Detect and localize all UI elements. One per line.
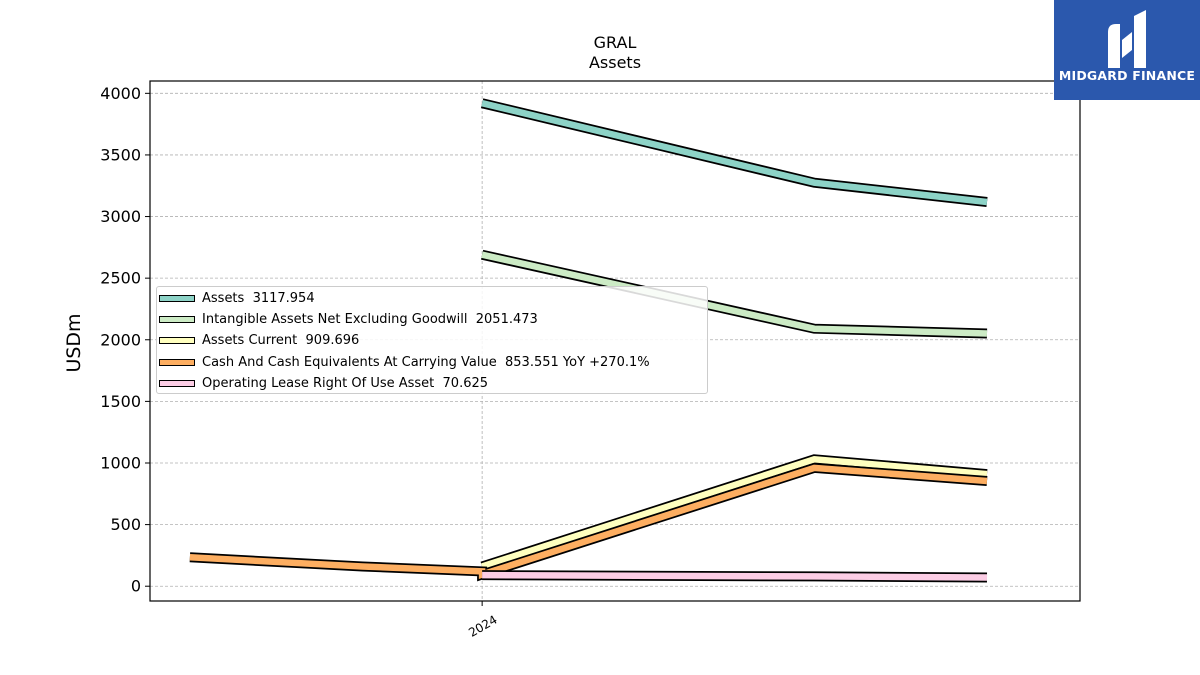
y-axis-label: USDm (63, 313, 85, 372)
legend-label: Cash And Cash Equivalents At Carrying Va… (202, 354, 650, 370)
series-fill (482, 571, 988, 581)
brand-logo: MIDGARD FINANCE (1054, 0, 1200, 100)
legend-swatch (159, 295, 195, 303)
legend-item-operating-lease: Operating Lease Right Of Use Asset 70.62… (157, 373, 707, 394)
legend-item-cash: Cash And Cash Equivalents At Carrying Va… (157, 352, 707, 373)
legend-swatch (159, 379, 195, 387)
y-tick-label: 2500 (100, 269, 141, 288)
legend-item-assets: Assets 3117.954 (157, 288, 707, 309)
legend-label: Assets 3117.954 (202, 291, 315, 307)
y-tick-label: 1000 (100, 453, 141, 472)
legend-swatch (159, 337, 195, 345)
series-fill (481, 456, 988, 570)
series-outline (189, 462, 988, 582)
legend-label: Operating Lease Right Of Use Asset 70.62… (202, 375, 489, 391)
axes: 0 500 1000 1500 2000 2500 3000 3500 4000 2024 (100, 84, 499, 640)
series-line-1 (481, 249, 988, 339)
chart-subtitle: Assets (589, 53, 641, 72)
plot-frame (149, 80, 1081, 602)
legend-swatch (159, 316, 195, 324)
series-fill (481, 100, 988, 206)
series-fill (481, 251, 988, 337)
legend-swatch (159, 358, 195, 366)
y-tick-label: 0 (131, 577, 141, 596)
y-tick-label: 4000 (100, 84, 141, 103)
legend: Assets 3117.954 Intangible Assets Net Ex… (156, 286, 708, 394)
y-tick-label: 3500 (100, 145, 141, 164)
brand-name: MIDGARD FINANCE (1058, 68, 1196, 83)
y-tick-label: 3000 (100, 207, 141, 226)
series-layer (189, 98, 988, 583)
legend-item-assets-current: Assets Current 909.696 (157, 330, 707, 351)
series-line-3 (189, 462, 988, 582)
series-line-2 (480, 454, 988, 572)
y-tick-label: 2000 (100, 330, 141, 349)
x-tick-label: 2024 (466, 612, 499, 639)
chart-title: GRAL (594, 33, 637, 52)
legend-item-intangible-assets: Intangible Assets Net Excluding Goodwill… (157, 309, 707, 330)
grid (150, 81, 1080, 601)
midgard-logo-icon (1108, 10, 1146, 68)
legend-label: Assets Current 909.696 (202, 333, 360, 349)
legend-label: Intangible Assets Net Excluding Goodwill… (202, 312, 538, 328)
series-line-4 (482, 570, 988, 583)
y-tick-label: 1500 (100, 392, 141, 411)
series-line-0 (480, 98, 988, 207)
y-tick-label: 500 (110, 515, 141, 534)
series-fill (189, 464, 988, 579)
